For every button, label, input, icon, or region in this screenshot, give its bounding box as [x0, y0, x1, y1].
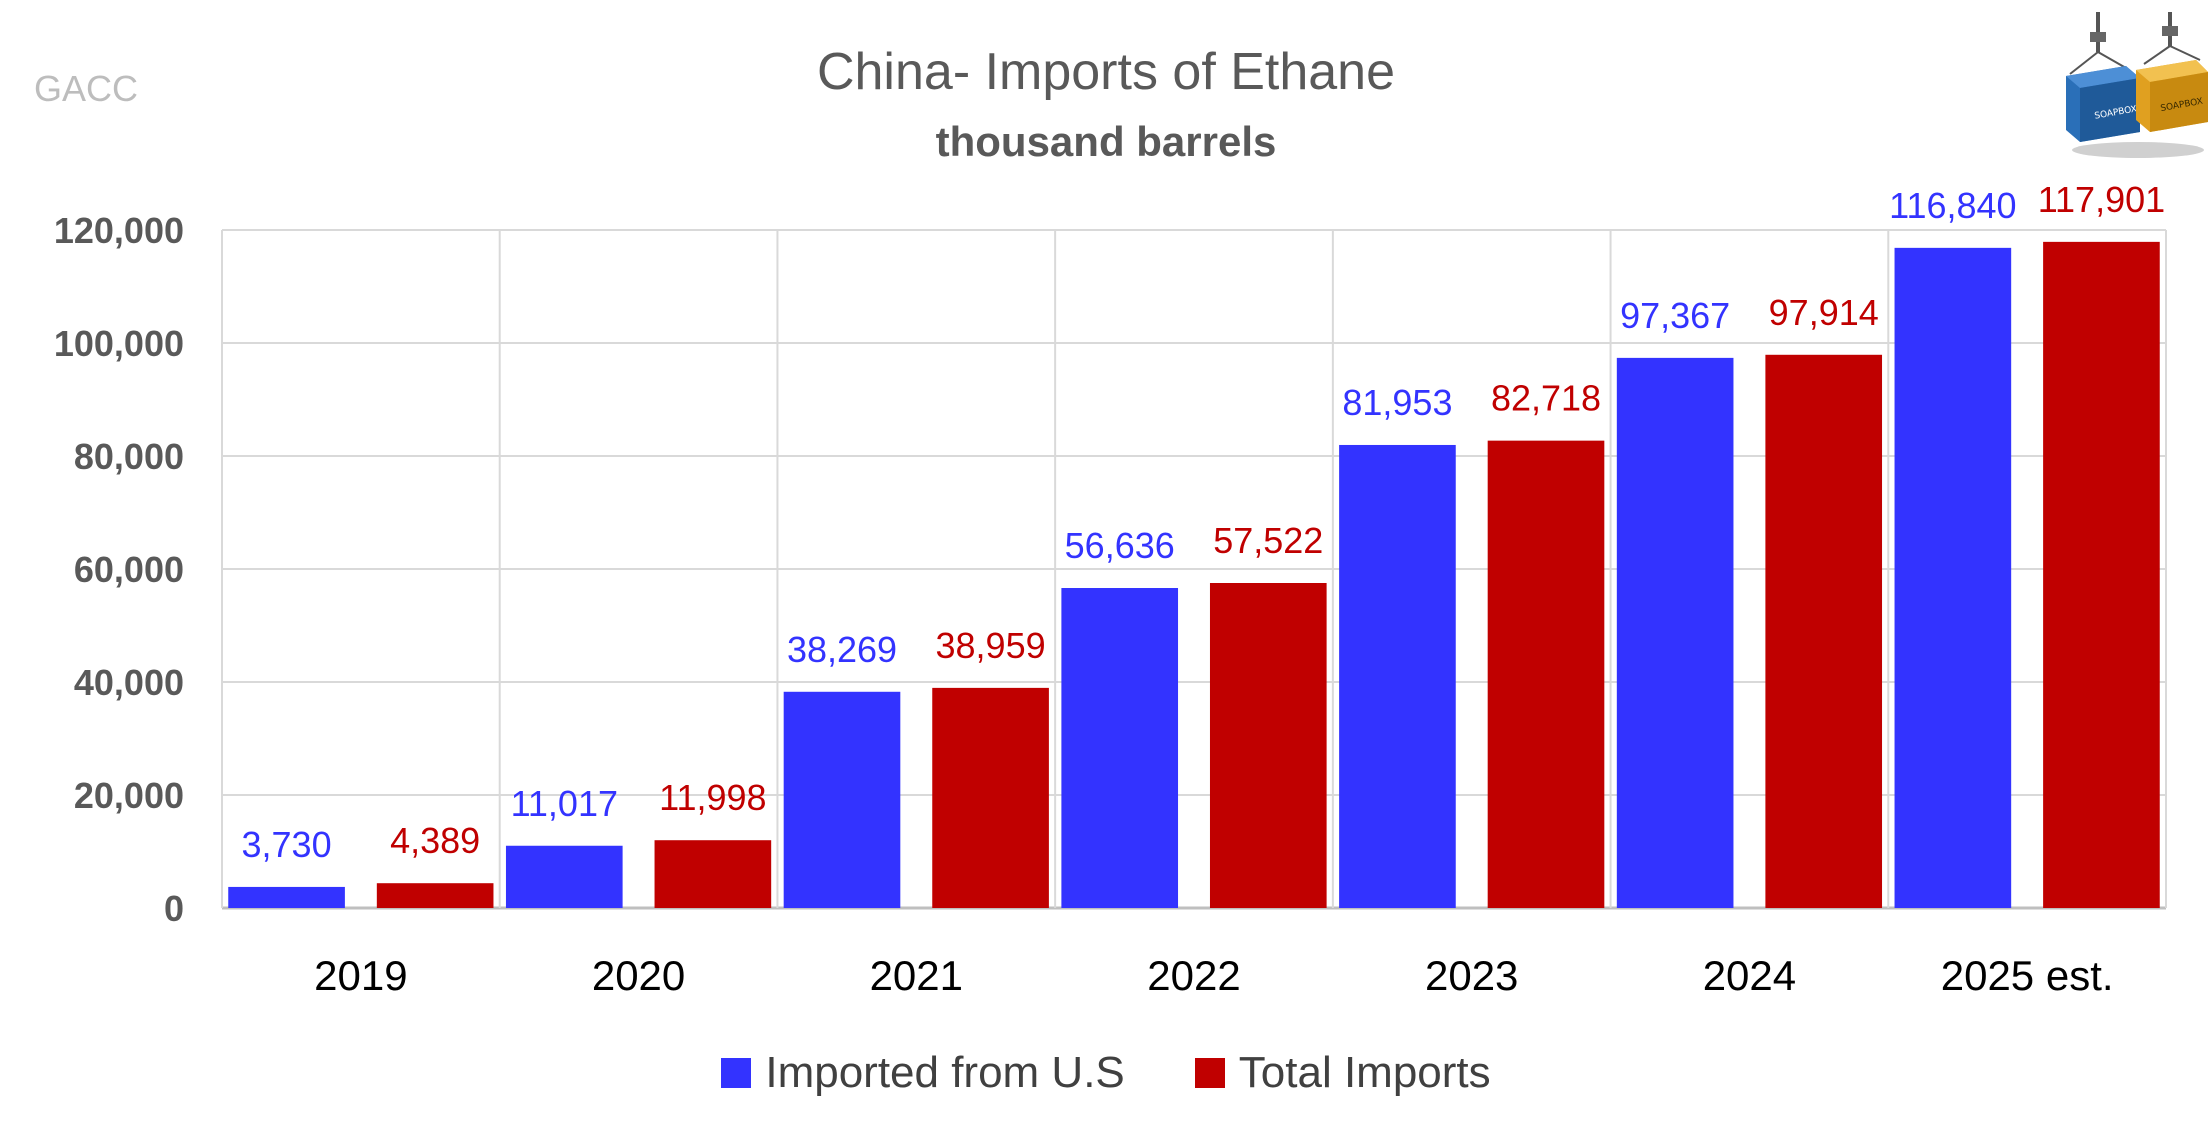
bar-total	[1765, 354, 1883, 908]
legend-swatch-us	[721, 1058, 752, 1088]
bar-us	[505, 845, 623, 908]
data-label: 56,636	[1065, 525, 1175, 566]
bar-us	[1339, 444, 1456, 908]
bar-us	[783, 691, 901, 908]
chart-subtitle: thousand barrels	[935, 118, 1277, 165]
axis-layer: 0 20,000 40,000 60,000 80,000 100,000 120,000 2…	[54, 210, 2114, 999]
data-label: 3,730	[242, 824, 332, 865]
legend: Imported from U.S Total Imports	[0, 1048, 2212, 1098]
bar-us	[228, 886, 345, 908]
shipping-containers-icon: SOAPBOX SOAPBOX	[2066, 12, 2208, 158]
bar-total	[1209, 583, 1327, 908]
chart-title: China- Imports of Ethane	[816, 43, 1396, 101]
x-tick-label: 2023	[1425, 952, 1518, 999]
data-label: 81,953	[1342, 382, 1452, 423]
data-labels-layer: 3,730 4,389 11,017 11,998 38,269 38,959 56,636…	[242, 179, 2166, 865]
legend-label-us: Imported from U.S	[765, 1048, 1125, 1097]
data-label: 97,367	[1620, 295, 1730, 336]
y-tick-label: 0	[164, 888, 184, 929]
x-tick-label: 2019	[314, 952, 407, 999]
y-tick-label: 40,000	[74, 662, 184, 703]
bar-total	[1487, 440, 1605, 908]
x-tick-label: 2024	[1703, 952, 1796, 999]
data-label: 11,998	[659, 777, 766, 818]
data-label: 4,389	[390, 820, 480, 861]
x-tick-label: 2022	[1147, 952, 1240, 999]
bars-layer	[228, 241, 2160, 908]
bar-us	[1616, 357, 1734, 908]
data-label: 11,017	[511, 783, 618, 824]
bar-total	[2043, 241, 2160, 908]
data-label: 57,522	[1213, 520, 1323, 561]
legend-label-total: Total Imports	[1238, 1048, 1491, 1097]
bar-us	[1894, 247, 2012, 908]
y-tick-label: 60,000	[74, 549, 184, 590]
legend-swatch-total	[1194, 1058, 1225, 1088]
legend-item-us: Imported from U.S	[721, 1048, 1125, 1098]
x-tick-label: 2021	[870, 952, 963, 999]
legend-item-total: Total Imports	[1194, 1048, 1491, 1098]
y-tick-label: 20,000	[74, 775, 184, 816]
source-note: GACC	[34, 68, 139, 109]
bar-us	[1061, 588, 1179, 908]
bar-total	[932, 687, 1049, 908]
data-label: 38,269	[787, 629, 897, 670]
bar-total	[654, 840, 772, 908]
data-label: 82,718	[1491, 378, 1601, 419]
data-label: 97,914	[1769, 292, 1879, 333]
bar-total	[376, 883, 494, 908]
data-label: 116,840	[1889, 185, 2016, 226]
y-tick-label: 80,000	[74, 436, 184, 477]
x-tick-label: 2020	[592, 952, 685, 999]
y-tick-label: 120,000	[54, 210, 184, 251]
data-label: 38,959	[936, 625, 1046, 666]
bar-chart: 3,730 4,389 11,017 11,998 38,269 38,959 56,636…	[54, 179, 2167, 999]
data-label: 117,901	[2038, 179, 2165, 220]
x-tick-label: 2025 est.	[1941, 952, 2114, 999]
y-tick-label: 100,000	[54, 323, 184, 364]
